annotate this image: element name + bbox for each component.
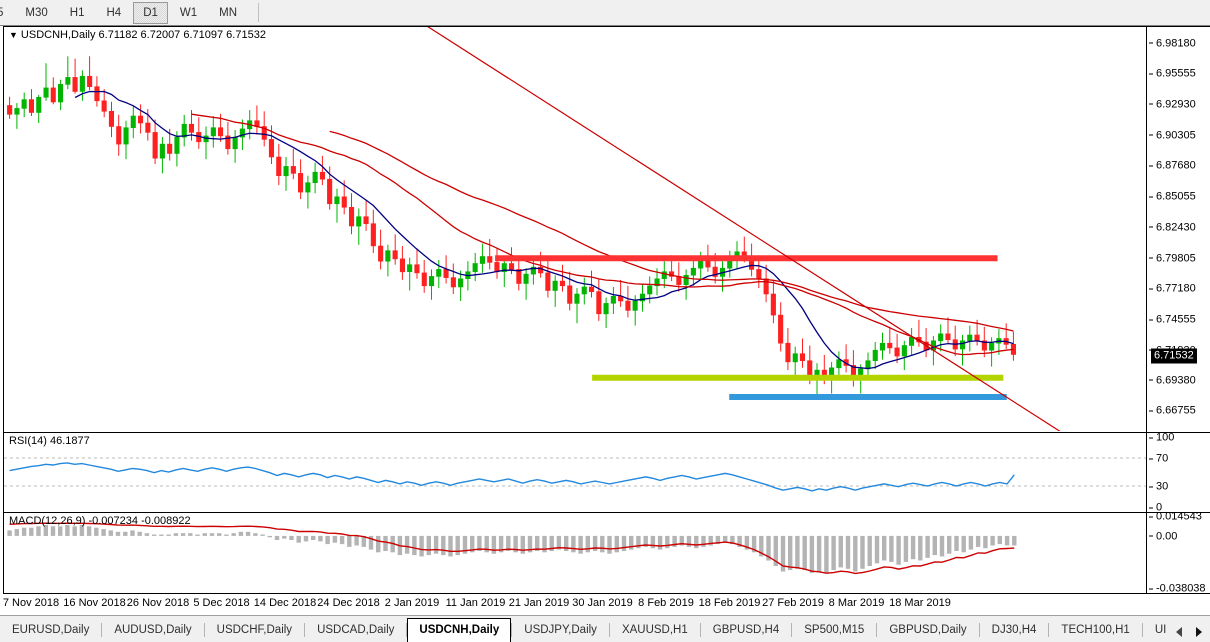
rsi-tick: 70 xyxy=(1149,453,1168,465)
rsi-tick: 0 xyxy=(1149,502,1162,514)
date-label: 24 Dec 2018 xyxy=(317,597,380,609)
price-tick: 6.87680 xyxy=(1149,160,1196,172)
rsi-chart-svg xyxy=(4,457,1146,492)
timeframe-h1[interactable]: H1 xyxy=(69,6,85,19)
price-tick: 6.90305 xyxy=(1149,130,1196,141)
tab-separator xyxy=(203,623,205,637)
macd-label: MACD(12,26,9) -0.007234 -0.008922 xyxy=(9,515,191,527)
rsi-tick: 100 xyxy=(1149,432,1174,444)
date-label: 14 Dec 2018 xyxy=(253,597,317,609)
tab-separator xyxy=(1048,623,1050,637)
price-tick: 6.77180 xyxy=(1149,283,1196,295)
timeframe-h4[interactable]: H4 xyxy=(106,6,122,19)
tab-scroll-controls xyxy=(1170,627,1210,642)
tab-separator xyxy=(791,623,793,637)
tab-separator xyxy=(1141,623,1143,637)
rsi-tick: 30 xyxy=(1149,481,1168,493)
price-tick: 6.79805 xyxy=(1149,253,1196,264)
tab-separator xyxy=(511,623,513,637)
price-tick: 6.92930 xyxy=(1149,99,1196,110)
tab-usdcad-daily[interactable]: USDCAD,Daily xyxy=(317,624,395,636)
price-pane[interactable]: ▼ USDCNH,Daily 6.71182 6.72007 6.71097 6.… xyxy=(3,26,1210,434)
date-label: 18 Mar 2019 xyxy=(889,597,951,609)
macd-axis: 0.014543 0.00 -0.038038 xyxy=(1149,511,1210,595)
date-axis: 7 Nov 2018 16 Nov 2018 26 Nov 2018 5 Dec 20… xyxy=(3,592,1146,616)
price-tick: 6.98180 xyxy=(1149,38,1196,49)
macd-chart-svg xyxy=(7,522,1017,575)
timeframe-m30[interactable]: M30 xyxy=(25,6,48,19)
tab-eurusd-daily[interactable]: EURUSD,Daily xyxy=(12,624,90,636)
macd-tick: -0.038038 xyxy=(1149,583,1206,595)
date-label: 8 Mar 2019 xyxy=(828,597,885,609)
tab-gbpusd-h4[interactable]: GBPUSD,H4 xyxy=(712,624,780,636)
macd-tick: 0.00 xyxy=(1149,531,1177,542)
date-label: 11 Jan 2019 xyxy=(445,597,506,609)
macd-plot[interactable] xyxy=(3,513,1147,593)
tab-separator xyxy=(608,623,610,637)
date-label: 8 Feb 2019 xyxy=(638,597,694,609)
rsi-plot[interactable] xyxy=(3,433,1147,513)
price-pane-header: ▼ USDCNH,Daily 6.71182 6.72007 6.71097 6.… xyxy=(9,29,266,41)
symbol-ohlc-label: USDCNH,Daily 6.71182 6.72007 6.71097 6.7… xyxy=(20,29,266,41)
date-label: 21 Jan 2019 xyxy=(508,597,570,609)
scroll-right-arrow-icon[interactable] xyxy=(1196,627,1202,637)
tab-separator xyxy=(406,623,408,637)
price-tick: 6.95555 xyxy=(1149,68,1196,80)
date-label: 18 Feb 2019 xyxy=(698,597,761,609)
timeframe-5[interactable]: 5 xyxy=(0,6,4,19)
date-label: 27 Feb 2019 xyxy=(762,597,824,609)
price-tick: 6.66755 xyxy=(1149,405,1196,417)
tab-separator xyxy=(876,623,878,637)
timeframe-toolbar: 5 M30 H1 H4 D1 W1 MN xyxy=(0,0,1210,26)
date-label: 2 Jan 2019 xyxy=(384,597,440,609)
tab-sp500-m15[interactable]: SP500,M15 xyxy=(804,624,865,636)
tab-audusd-daily[interactable]: AUDUSD,Daily xyxy=(114,624,192,636)
price-axis: 6.98180 6.95555 6.92930 6.90305 6.87680 6.850… xyxy=(1149,27,1210,433)
rsi-axis: 100 70 30 0 xyxy=(1149,432,1210,514)
price-chart-svg xyxy=(7,27,1061,431)
price-tick: 6.74555 xyxy=(1149,314,1196,326)
price-plot[interactable] xyxy=(3,27,1147,433)
tab-separator xyxy=(978,623,980,637)
tab-xauusd-h1[interactable]: XAUUSD,H1 xyxy=(621,624,688,636)
date-label: 5 Dec 2018 xyxy=(193,597,250,609)
date-label: 30 Jan 2019 xyxy=(572,597,633,609)
date-label: 7 Nov 2018 xyxy=(2,597,60,609)
current-price-tag: 6.71532 xyxy=(1151,348,1197,363)
tab-separator xyxy=(304,623,306,637)
chart-tab-bar: EURUSD,Daily AUDUSD,Daily USDCHF,Daily USDC… xyxy=(0,615,1210,642)
date-label: 26 Nov 2018 xyxy=(126,597,190,609)
tab-dj30-h4[interactable]: DJ30,H4 xyxy=(991,624,1037,636)
timeframe-w1[interactable]: W1 xyxy=(179,6,198,19)
price-tick: 6.82430 xyxy=(1149,222,1196,233)
tab-usdchf-daily[interactable]: USDCHF,Daily xyxy=(216,624,293,636)
date-label: 16 Nov 2018 xyxy=(63,597,126,609)
timeframe-d1[interactable]: D1 xyxy=(133,1,168,24)
scroll-left-arrow-icon[interactable] xyxy=(1176,627,1182,637)
rsi-label: RSI(14) 46.1877 xyxy=(9,435,90,447)
timeframe-mn[interactable]: MN xyxy=(219,6,238,19)
chart-area: ▼ USDCNH,Daily 6.71182 6.72007 6.71097 6.… xyxy=(0,25,1210,616)
price-tick: 6.69380 xyxy=(1149,375,1196,386)
tab-tech100-h1[interactable]: TECH100,H1 xyxy=(1061,624,1130,636)
tab-separator xyxy=(101,623,103,637)
rsi-pane[interactable]: RSI(14) 46.1877 100 70 30 0 xyxy=(3,432,1210,514)
tab-usdjpy-daily[interactable]: USDJPY,Daily xyxy=(524,624,597,636)
tab-ui[interactable]: UI xyxy=(1154,624,1167,636)
price-tick: 6.85055 xyxy=(1149,191,1196,203)
toolbar-separator xyxy=(258,3,260,22)
tab-separator xyxy=(699,623,701,637)
tab-usdcnh-daily[interactable]: USDCNH,Daily xyxy=(407,618,512,642)
collapse-caret-icon[interactable]: ▼ xyxy=(9,30,18,40)
tab-gbpusd-daily[interactable]: GBPUSD,Daily xyxy=(889,624,967,636)
macd-tick: 0.014543 xyxy=(1149,511,1202,523)
macd-pane[interactable]: MACD(12,26,9) -0.007234 -0.008922 0.0145… xyxy=(3,511,1210,595)
